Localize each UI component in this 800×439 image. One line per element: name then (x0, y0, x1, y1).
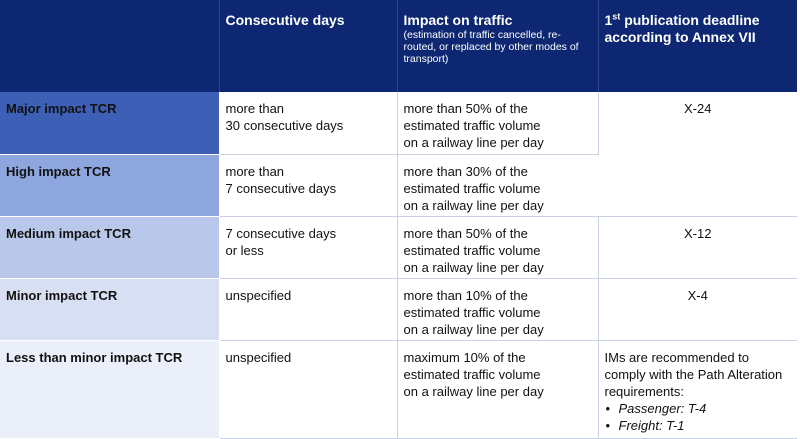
list-item: Freight: T-1 (606, 417, 792, 434)
header-category (0, 0, 220, 92)
row-impact: more than 10% of the estimated traffic v… (397, 278, 599, 341)
row-deadline: X-12 (598, 216, 797, 279)
header-impact-subtitle: (estimation of traffic cancelled, re-rou… (403, 29, 579, 65)
row-label-less-than-minor: Less than minor impact TCR (0, 340, 220, 439)
deadline-recommendation-text: IMs are recommended to comply with the P… (604, 350, 783, 399)
row-label-major: Major impact TCR (0, 92, 220, 155)
row-label-minor: Minor impact TCR (0, 278, 220, 341)
row-days: more than 7 consecutive days (219, 154, 398, 217)
row-days: more than 30 consecutive days (219, 92, 398, 155)
header-consecutive-days: Consecutive days (219, 0, 398, 92)
row-impact: more than 50% of the estimated traffic v… (397, 216, 599, 279)
table-row: Medium impact TCR 7 consecutive days or … (0, 216, 797, 279)
header-impact-on-traffic: Impact on traffic (estimation of traffic… (397, 0, 599, 92)
row-days: 7 consecutive days or less (219, 216, 398, 279)
header-deadline-num: 1 (604, 12, 613, 28)
list-item: Passenger: T-4 (606, 400, 792, 417)
header-row: Consecutive days Impact on traffic (esti… (0, 0, 797, 92)
header-publication-deadline: 1st publication deadline according to An… (598, 0, 797, 92)
row-label-high: High impact TCR (0, 154, 220, 217)
row-impact: more than 30% of the estimated traffic v… (397, 154, 598, 217)
row-impact: more than 50% of the estimated traffic v… (397, 92, 599, 155)
row-label-medium: Medium impact TCR (0, 216, 220, 279)
header-deadline-rest: publication deadline according to Annex … (604, 12, 760, 45)
table-row: High impact TCR more than 7 consecutive … (0, 154, 797, 217)
row-days: unspecified (219, 340, 398, 439)
row-deadline: IMs are recommended to comply with the P… (598, 340, 797, 439)
row-deadline: X-4 (598, 278, 797, 341)
table-row: Minor impact TCR unspecified more than 1… (0, 278, 797, 341)
row-deadline: X-24 (598, 92, 797, 217)
table-row: Major impact TCR more than 30 consecutiv… (0, 92, 797, 217)
header-deadline-sup: st (612, 11, 621, 22)
header-impact-title: Impact on traffic (403, 12, 513, 28)
row-impact: maximum 10% of the estimated traffic vol… (397, 340, 599, 439)
row-days: unspecified (219, 278, 398, 341)
table-row: Less than minor impact TCR unspecified m… (0, 340, 797, 439)
